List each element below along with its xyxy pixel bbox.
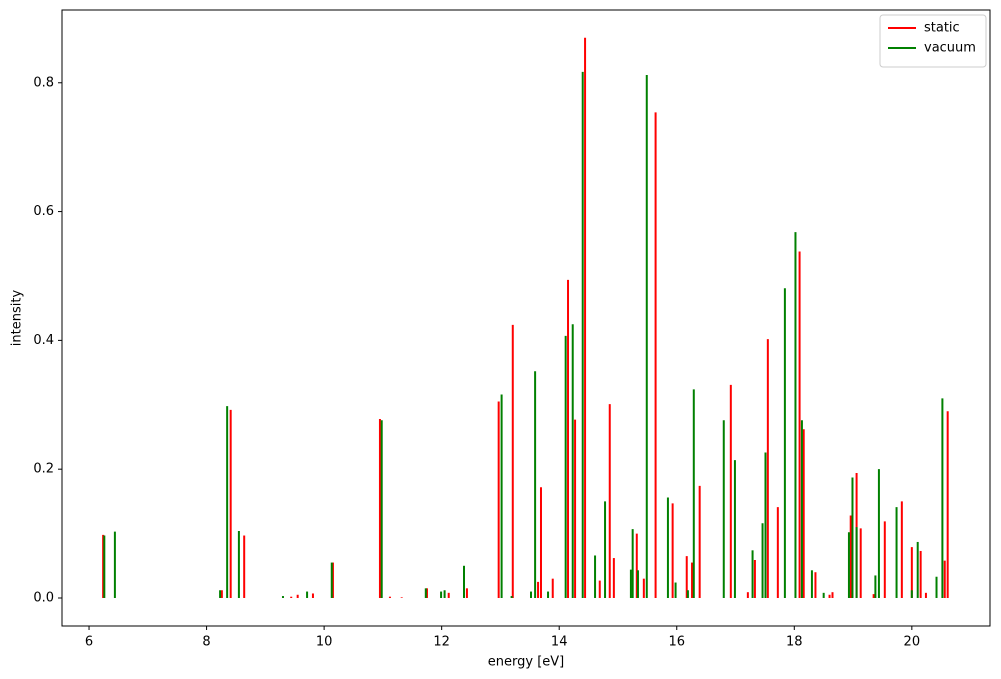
y-tick-label: 0.8 [33, 75, 54, 90]
x-tick-label: 16 [668, 635, 685, 650]
y-tick-label: 0.0 [33, 590, 54, 605]
x-tick-label: 18 [786, 635, 803, 650]
x-tick-label: 12 [433, 635, 450, 650]
y-tick-label: 0.6 [33, 204, 54, 219]
legend-label: vacuum [924, 41, 976, 56]
x-tick-label: 6 [85, 635, 93, 650]
x-tick-label: 20 [904, 635, 921, 650]
x-axis-label: energy [eV] [488, 655, 564, 670]
x-tick-label: 8 [202, 635, 210, 650]
x-tick-label: 10 [316, 635, 333, 650]
y-tick-label: 0.4 [33, 333, 54, 348]
y-tick-label: 0.2 [33, 462, 54, 477]
y-axis-label: intensity [10, 290, 25, 347]
legend-label: static [924, 21, 960, 36]
x-tick-label: 14 [551, 635, 568, 650]
plot-frame [61, 9, 991, 627]
